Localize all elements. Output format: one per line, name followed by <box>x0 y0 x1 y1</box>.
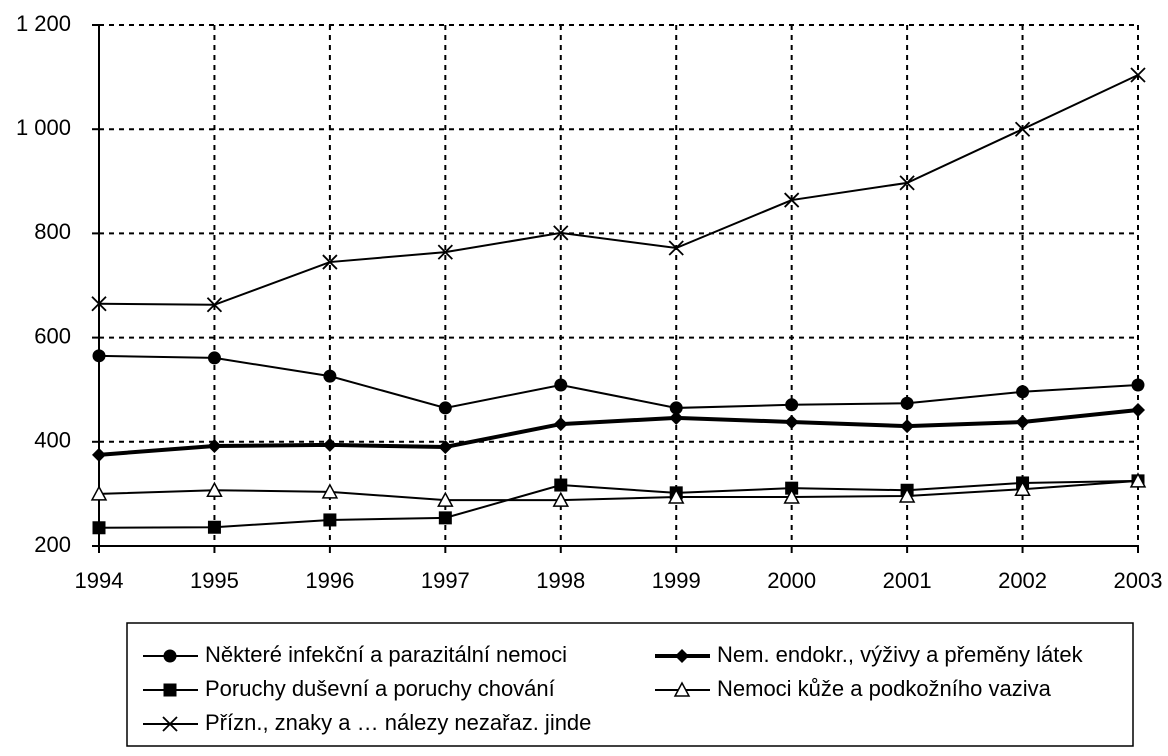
marker <box>1014 480 1031 496</box>
marker <box>1131 403 1145 418</box>
marker <box>206 297 223 313</box>
marker <box>207 520 221 534</box>
marker <box>673 681 691 697</box>
x-tick-label: 1996 <box>305 568 354 593</box>
marker <box>437 244 453 260</box>
marker <box>784 415 799 430</box>
marker <box>163 683 177 697</box>
y-tick-label: 600 <box>34 323 71 348</box>
marker <box>668 240 684 256</box>
marker <box>554 478 568 492</box>
marker <box>900 396 914 410</box>
marker <box>784 192 800 208</box>
marker <box>669 410 684 425</box>
x-tick-label: 1998 <box>536 568 585 593</box>
legend-label: Přízn., znaky a … nálezy nezařaz. jinde <box>205 710 591 735</box>
marker <box>323 513 337 527</box>
marker <box>785 481 799 495</box>
marker <box>206 481 223 498</box>
marker <box>322 254 338 270</box>
legend-label: Poruchy duševní a poruchy chování <box>205 676 555 701</box>
marker <box>91 296 107 312</box>
legend-box <box>126 622 1134 747</box>
x-tick-label: 1995 <box>190 568 239 593</box>
series-line <box>98 479 1139 529</box>
marker <box>899 175 915 191</box>
legend-label: Některé infekční a parazitální nemoci <box>205 642 567 667</box>
marker <box>675 649 689 663</box>
marker <box>92 349 106 363</box>
marker <box>1130 67 1146 83</box>
x-tick-label: 1999 <box>652 568 701 593</box>
y-tick-label: 200 <box>34 532 71 557</box>
marker <box>92 447 106 462</box>
x-tick-label: 2001 <box>883 568 932 593</box>
marker <box>207 438 222 453</box>
x-tick-label: 1994 <box>75 568 124 593</box>
marker <box>163 649 177 663</box>
marker <box>207 351 221 365</box>
marker <box>92 521 106 535</box>
x-tick-label: 2002 <box>998 568 1047 593</box>
marker <box>162 716 178 732</box>
marker <box>552 491 570 507</box>
marker <box>1131 378 1145 392</box>
marker <box>437 491 454 507</box>
marker <box>554 378 568 392</box>
marker <box>1014 121 1031 137</box>
marker <box>553 417 568 432</box>
marker <box>553 225 569 241</box>
marker <box>783 488 800 504</box>
marker <box>321 483 339 499</box>
marker <box>438 511 452 525</box>
marker <box>1016 385 1030 399</box>
series-line <box>98 354 1139 409</box>
y-tick-label: 1 200 <box>16 11 71 36</box>
marker <box>323 369 337 383</box>
marker <box>438 440 453 455</box>
series-line <box>98 74 1139 306</box>
marker <box>438 401 452 415</box>
marker <box>785 398 799 412</box>
marker <box>900 419 915 434</box>
marker <box>669 401 683 415</box>
series-line <box>98 408 1139 457</box>
marker <box>90 485 108 501</box>
series-line <box>98 479 1139 502</box>
x-tick-label: 2000 <box>767 568 816 593</box>
marker <box>1129 472 1147 488</box>
x-tick-label: 1997 <box>421 568 470 593</box>
y-tick-label: 400 <box>34 428 71 453</box>
marker <box>898 487 916 503</box>
marker <box>667 488 685 504</box>
y-tick-label: 1 000 <box>16 115 71 140</box>
marker <box>1015 415 1030 430</box>
legend-label: Nem. endokr., výživy a přeměny látek <box>717 642 1084 667</box>
marker <box>322 437 337 452</box>
y-tick-label: 800 <box>34 219 71 244</box>
legend-label: Nemoci kůže a podkožního vaziva <box>717 676 1052 701</box>
x-tick-label: 2003 <box>1114 568 1163 593</box>
